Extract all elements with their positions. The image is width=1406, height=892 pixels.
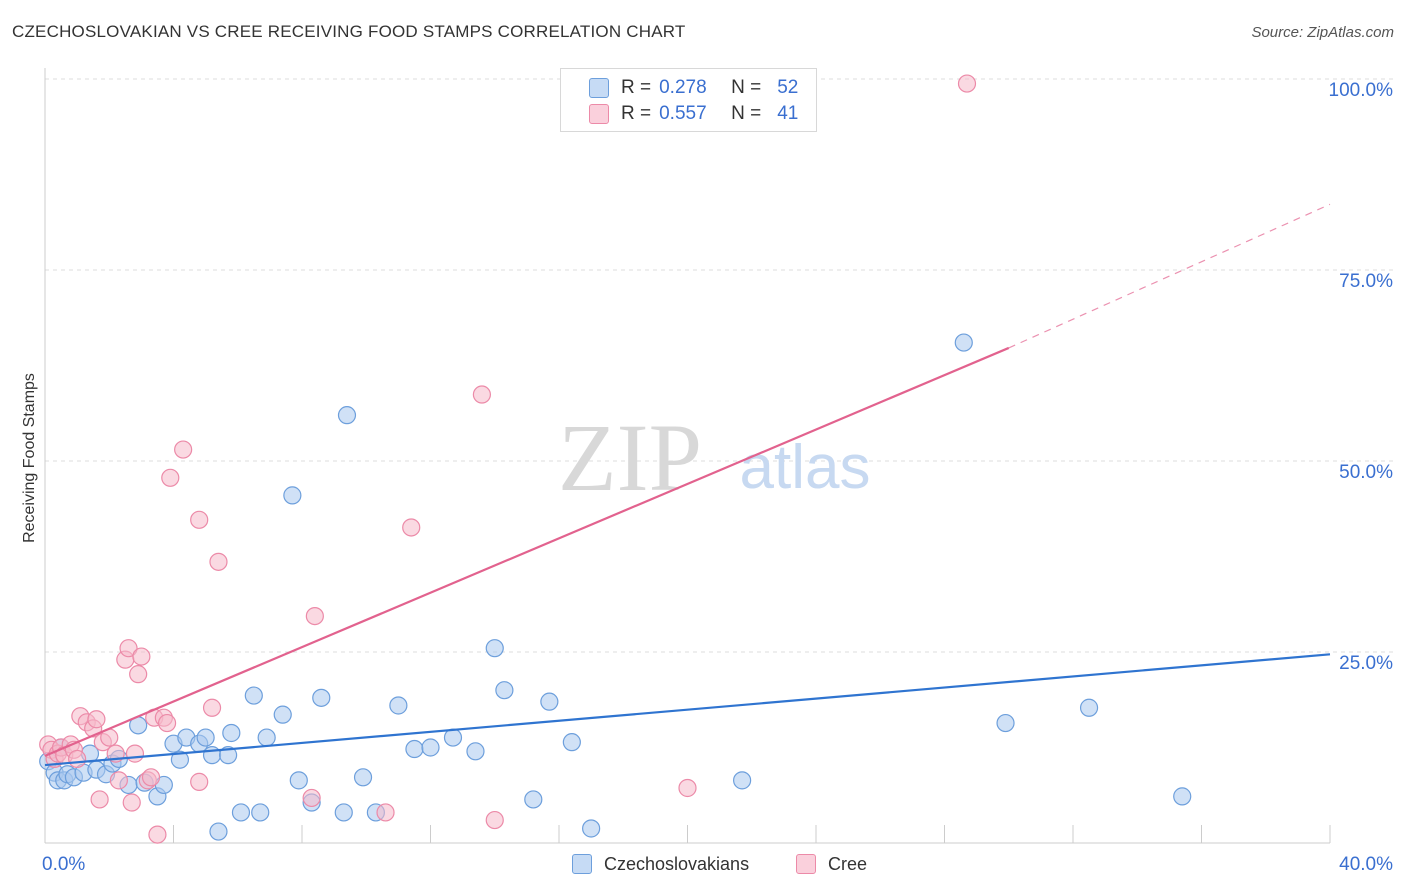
legend-n-value: 52 — [777, 77, 799, 98]
legend-swatch-blue — [589, 78, 609, 98]
data-point-czechoslovakians — [231, 803, 251, 822]
data-point-czechoslovakians — [222, 723, 241, 743]
data-point-czechoslovakians — [996, 713, 1015, 733]
data-point-cree — [202, 698, 222, 717]
data-point-czechoslovakians — [209, 822, 228, 841]
data-point-cree — [209, 552, 228, 571]
chart-title: CZECHOSLOVAKIAN VS CREE RECEIVING FOOD S… — [12, 22, 686, 41]
data-point-cree — [148, 825, 167, 844]
data-point-cree — [174, 440, 193, 459]
legend-n-value: 41 — [777, 103, 799, 124]
legend-r-label: R = — [621, 77, 652, 98]
grid-lines — [45, 78, 1395, 653]
data-point-cree — [472, 385, 491, 404]
x-tick-label-max: 40.0% — [1339, 854, 1393, 875]
data-point-czechoslovakians — [954, 333, 973, 352]
data-point-czechoslovakians — [283, 486, 302, 505]
data-point-cree — [141, 768, 161, 787]
data-point-czechoslovakians — [421, 738, 440, 757]
data-point-cree — [190, 510, 209, 529]
data-point-czechoslovakians — [485, 639, 504, 658]
data-point-cree — [119, 639, 138, 658]
data-point-cree — [190, 772, 209, 791]
data-point-cree — [68, 749, 87, 769]
data-point-czechoslovakians — [582, 819, 601, 838]
data-point-czechoslovakians — [273, 705, 292, 724]
data-point-czechoslovakians — [251, 803, 270, 822]
data-point-czechoslovakians — [312, 688, 331, 707]
legend-r-label: R = — [621, 103, 652, 124]
watermark: ZIP atlas — [558, 404, 870, 511]
data-point-cree — [302, 788, 321, 808]
data-point-czechoslovakians — [524, 790, 543, 809]
legend-r-value: 0.557 — [659, 103, 707, 124]
correlation-legend: R = 0.278 N = 52 R = 0.557 N = 41 — [560, 68, 817, 132]
data-point-czechoslovakians — [196, 728, 215, 747]
data-point-czechoslovakians — [562, 733, 581, 752]
data-point-cree — [161, 468, 180, 487]
legend-n-label: N = — [731, 103, 762, 124]
data-point-czechoslovakians — [1173, 787, 1192, 806]
trend-lines — [44, 203, 1331, 767]
data-point-cree — [157, 713, 177, 733]
trend-line-czechoslovakians — [44, 653, 1331, 767]
legend-n-label: N = — [731, 77, 762, 98]
legend-r-value: 0.278 — [659, 77, 707, 98]
watermark-zip: ZIP — [558, 404, 702, 511]
series-czechoslovakians — [39, 333, 1192, 841]
y-tick-label: 75.0% — [1339, 271, 1393, 292]
data-point-cree — [376, 803, 395, 822]
data-point-czechoslovakians — [219, 746, 238, 765]
y-tick-label: 100.0% — [1329, 80, 1394, 101]
data-point-cree — [485, 810, 504, 830]
data-point-czechoslovakians — [1079, 698, 1099, 717]
data-point-cree — [957, 74, 977, 93]
bottom-legend-swatch-blue — [572, 854, 592, 874]
data-point-czechoslovakians — [540, 692, 559, 711]
data-point-czechoslovakians — [466, 742, 485, 761]
legend-row-czechoslovakians: R = 0.278 N = 52 — [589, 75, 798, 101]
bottom-legend-czechoslovakians: Czechoslovakians — [572, 852, 749, 876]
data-point-czechoslovakians — [257, 728, 276, 747]
data-point-czechoslovakians — [244, 686, 263, 705]
axes — [44, 68, 1331, 844]
data-point-cree — [125, 744, 145, 763]
watermark-atlas: atlas — [740, 433, 871, 502]
bottom-legend-swatch-pink — [796, 854, 816, 874]
data-point-cree — [402, 518, 421, 537]
data-point-cree — [305, 606, 324, 626]
data-point-cree — [109, 771, 128, 790]
trend-line-cree-extension — [1008, 203, 1331, 349]
legend-swatch-pink — [589, 104, 609, 124]
data-point-czechoslovakians — [495, 681, 514, 700]
data-point-czechoslovakians — [337, 406, 357, 425]
data-point-czechoslovakians — [733, 771, 752, 790]
data-point-czechoslovakians — [334, 803, 353, 822]
data-point-czechoslovakians — [353, 768, 373, 787]
y-tick-label: 25.0% — [1339, 653, 1393, 674]
bottom-legend-label-pink: Cree — [828, 853, 868, 874]
data-point-cree — [132, 647, 151, 666]
bottom-legend-label-blue: Czechoslovakians — [604, 853, 750, 874]
data-point-czechoslovakians — [170, 750, 190, 769]
x-tick-label-min: 0.0% — [42, 854, 85, 875]
data-point-cree — [678, 778, 697, 798]
data-point-cree — [122, 793, 141, 812]
bottom-legend-cree: Cree — [796, 852, 867, 876]
tick-labels: 25.0% 50.0% 75.0% 100.0% 0.0% 40.0% — [42, 80, 1393, 875]
trend-line-cree — [44, 346, 1010, 757]
data-point-czechoslovakians — [443, 728, 463, 747]
data-point-cree — [129, 665, 148, 684]
data-point-cree — [90, 790, 109, 809]
source-label: Source: ZipAtlas.com — [1251, 24, 1394, 41]
data-point-czechoslovakians — [389, 696, 408, 715]
data-point-czechoslovakians — [405, 739, 424, 759]
data-point-czechoslovakians — [289, 771, 308, 790]
data-point-cree — [87, 710, 106, 729]
legend-row-cree: R = 0.557 N = 41 — [589, 101, 798, 127]
y-tick-label: 50.0% — [1339, 462, 1393, 483]
